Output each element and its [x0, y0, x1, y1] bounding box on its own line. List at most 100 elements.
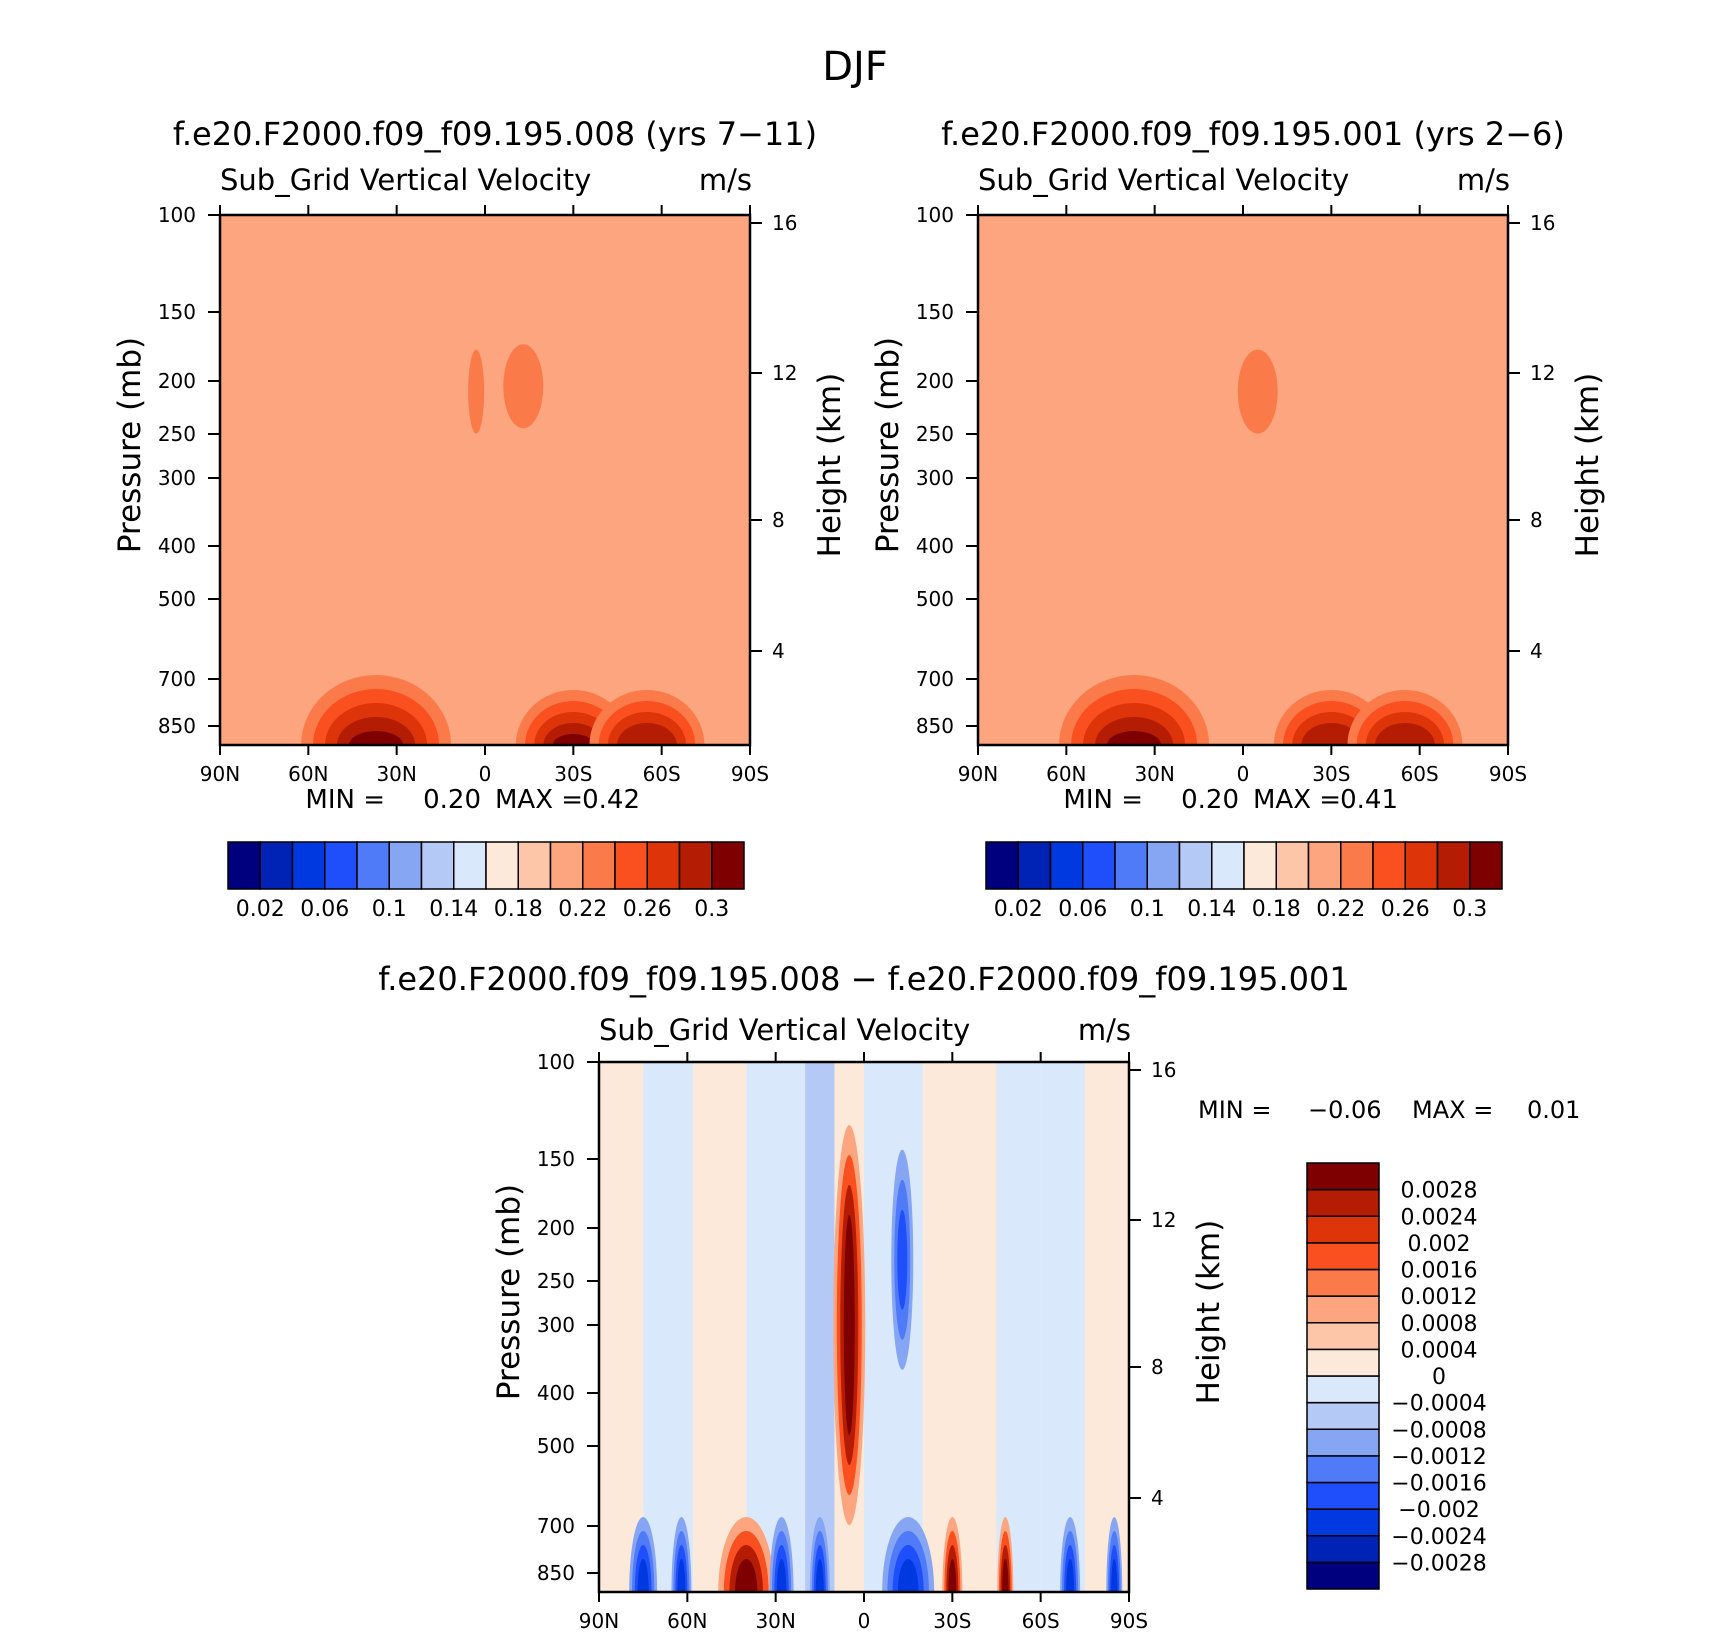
colorbar-swatch — [1306, 1401, 1380, 1430]
colorbar-label: 0 — [1432, 1365, 1446, 1390]
panel-model-008: f.e20.F2000.f09_f09.195.008 (yrs 7−11) Su… — [112, 115, 848, 922]
max-label: MAX = — [1253, 785, 1341, 815]
colorbar-swatch — [711, 841, 745, 890]
max-value: 0.41 — [1340, 785, 1398, 815]
colorbar-swatch — [582, 841, 616, 890]
y2-tick-label: 8 — [1530, 508, 1543, 532]
panel-title: f.e20.F2000.f09_f09.195.008 (yrs 7−11) — [173, 115, 817, 153]
colorbar-label: −0.0024 — [1391, 1525, 1486, 1550]
colorbar-swatch — [1307, 841, 1342, 890]
colorbar-swatch — [1114, 841, 1148, 890]
colorbar-swatch — [1404, 841, 1439, 890]
y-tick-label: 700 — [537, 1514, 575, 1538]
y-tick-label: 500 — [158, 587, 196, 611]
field-band — [996, 1062, 1041, 1592]
units-label: m/s — [699, 163, 752, 197]
surface-feature — [776, 1559, 787, 1592]
y-tick-label: 100 — [916, 203, 954, 227]
colorbar-swatch — [1372, 841, 1406, 890]
colorbar-swatch — [1306, 1508, 1380, 1537]
colorbar-swatch — [1306, 1428, 1380, 1457]
panel-title: f.e20.F2000.f09_f09.195.008 − f.e20.F200… — [378, 960, 1350, 998]
field-band — [1040, 1062, 1085, 1592]
y-axis-label: Pressure (mb) — [870, 337, 906, 553]
colorbar-swatch — [1017, 841, 1052, 890]
x-tick-label: 30S — [1312, 762, 1350, 786]
y2-tick-label: 12 — [1530, 361, 1555, 385]
x-tick-label: 90N — [579, 1609, 619, 1633]
variable-name: Sub_Grid Vertical Velocity — [978, 163, 1349, 197]
colorbar-label: −0.0008 — [1391, 1418, 1486, 1443]
colorbar-swatch — [614, 841, 648, 890]
colorbar-swatch — [1306, 1481, 1380, 1510]
colorbar-swatch — [1469, 841, 1503, 890]
field-background — [220, 215, 750, 745]
colorbar-swatch — [646, 841, 681, 890]
colorbar-swatch — [1306, 1188, 1380, 1217]
max-label: MAX = — [1412, 1096, 1493, 1124]
field-band — [1084, 1062, 1129, 1592]
colorbar-swatch — [1082, 841, 1116, 890]
y2-tick-label: 16 — [772, 211, 797, 235]
min-label: MIN = — [1063, 785, 1143, 815]
min-value: −0.06 — [1308, 1096, 1382, 1124]
y-tick-label: 300 — [916, 466, 954, 490]
colorbar-label: 0.26 — [1381, 897, 1430, 922]
y-axis-label: Pressure (mb) — [491, 1184, 527, 1400]
colorbar-swatch — [1306, 1375, 1380, 1404]
x-tick-label: 60S — [1022, 1609, 1060, 1633]
y-tick-label: 150 — [158, 300, 196, 324]
x-tick-label: 60S — [1401, 762, 1439, 786]
colorbar-swatch — [227, 841, 261, 890]
field-band — [922, 1062, 997, 1592]
x-tick-label: 30N — [376, 762, 416, 786]
colorbar-swatch — [1178, 841, 1213, 890]
colorbar-swatch — [1211, 841, 1245, 890]
x-tick-label: 90S — [1489, 762, 1527, 786]
colorbar-label: 0.0008 — [1401, 1312, 1478, 1337]
surface-feature — [897, 1559, 919, 1592]
field-band — [746, 1062, 806, 1592]
y-tick-label: 250 — [537, 1269, 575, 1293]
x-tick-label: 0 — [479, 762, 492, 786]
x-tick-label: 0 — [1237, 762, 1250, 786]
surface-feature — [552, 734, 595, 745]
y-tick-label: 400 — [158, 534, 196, 558]
colorbar-swatch — [1146, 841, 1181, 890]
contour-field — [220, 215, 750, 745]
colorbar-label: 0.3 — [1452, 897, 1487, 922]
y-tick-label: 150 — [537, 1147, 575, 1171]
surface-feature — [349, 731, 404, 745]
page-title: DJF — [822, 44, 888, 90]
colorbar-label: 0.14 — [1187, 897, 1236, 922]
colorbar-label: 0.22 — [1316, 897, 1365, 922]
x-tick-label: 90N — [200, 762, 240, 786]
y2-tick-label: 16 — [1151, 1058, 1176, 1082]
y-tick-label: 200 — [158, 369, 196, 393]
units-label: m/s — [1457, 163, 1510, 197]
y-tick-label: 850 — [537, 1561, 575, 1585]
colorbar-label: −0.002 — [1398, 1498, 1479, 1523]
y2-tick-label: 8 — [772, 508, 785, 532]
y-tick-label: 700 — [916, 667, 954, 691]
panel-title: f.e20.F2000.f09_f09.195.001 (yrs 2−6) — [941, 115, 1565, 153]
min-value: 0.20 — [1181, 785, 1239, 815]
colorbar-swatch — [1306, 1268, 1380, 1297]
y-tick-label: 500 — [537, 1434, 575, 1458]
colorbar-label: −0.0016 — [1391, 1472, 1486, 1497]
panel-model-001: f.e20.F2000.f09_f09.195.001 (yrs 2−6) Sub… — [870, 115, 1606, 922]
x-tick-label: 90N — [958, 762, 998, 786]
colorbar-swatch — [291, 841, 326, 890]
x-tick-label: 60N — [667, 1609, 707, 1633]
colorbar-swatch — [1436, 841, 1471, 890]
colorbar-swatch — [1306, 1242, 1380, 1271]
y-tick-label: 100 — [158, 203, 196, 227]
surface-feature — [1107, 731, 1162, 745]
colorbar-swatch — [420, 841, 455, 890]
colorbar-swatch — [485, 841, 519, 890]
colorbar-label: 0.14 — [429, 897, 478, 922]
surface-feature — [1002, 1559, 1009, 1592]
y2-tick-label: 12 — [1151, 1208, 1176, 1232]
colorbar-label: 0.26 — [623, 897, 672, 922]
field-background — [978, 215, 1508, 745]
